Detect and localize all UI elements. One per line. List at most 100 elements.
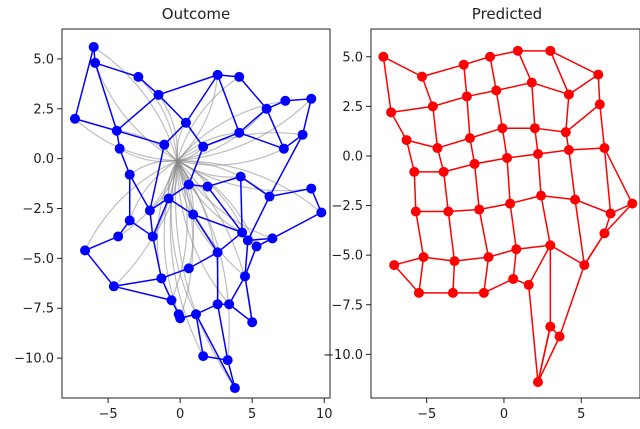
outcome-edge	[206, 186, 243, 233]
outcome-edge	[129, 174, 151, 211]
outcome-point	[212, 69, 223, 80]
predicted-point	[593, 69, 604, 80]
predicted-point	[438, 166, 449, 177]
predicted-edge	[509, 203, 518, 250]
outcome-edge	[113, 285, 172, 301]
outcome-point	[159, 139, 170, 150]
outcome-point	[229, 383, 240, 394]
predicted-edge	[390, 111, 408, 141]
predicted-point	[563, 145, 574, 156]
predicted-edge	[558, 264, 586, 337]
predicted-edge	[489, 56, 497, 91]
predicted-edge	[442, 171, 450, 212]
predicted-point	[447, 287, 458, 298]
outcome-point	[280, 95, 291, 106]
predicted-edge	[432, 106, 439, 149]
outcome-point	[191, 309, 201, 320]
predicted-edge	[583, 232, 606, 266]
predicted-edge	[390, 105, 433, 114]
predicted-point	[389, 260, 400, 271]
trajectory-curve	[94, 62, 178, 162]
predicted-point	[485, 51, 496, 62]
predicted-edge	[537, 153, 542, 196]
predicted-edge	[469, 127, 503, 139]
predicted-point	[579, 260, 590, 271]
trajectory-curve	[137, 76, 178, 161]
predicted-edge	[565, 94, 570, 133]
predicted-edge	[568, 74, 599, 96]
predicted-edge	[501, 128, 508, 159]
outcome-point	[212, 247, 223, 258]
predicted-edge	[537, 336, 561, 383]
outcome-edge	[116, 94, 160, 132]
trajectory-curve	[177, 98, 312, 162]
outcome-point	[180, 117, 191, 128]
outcome-edge	[84, 235, 119, 252]
predicted-point	[401, 135, 412, 146]
outcome-edge	[240, 175, 270, 198]
predicted-edge	[483, 257, 490, 293]
predicted-edge	[478, 209, 490, 258]
trajectory-curve	[177, 148, 285, 166]
outcome-point	[306, 183, 317, 194]
predicted-edge	[432, 95, 468, 108]
predicted-edge	[565, 103, 601, 133]
outcome-edge	[244, 240, 249, 277]
predicted-edge	[531, 82, 536, 129]
outcome-point	[234, 127, 245, 138]
predicted-point	[627, 198, 638, 209]
outcome-title: Outcome	[162, 5, 230, 23]
predicted-point	[386, 107, 397, 118]
predicted-edge	[406, 139, 438, 149]
predicted-point	[599, 228, 610, 239]
outcome-point	[69, 113, 80, 124]
predicted-point	[378, 51, 389, 62]
outcome-point	[198, 351, 209, 362]
outcome-edge	[116, 130, 165, 146]
predicted-point	[449, 256, 460, 267]
outcome-ytick-label: 5.0	[33, 52, 54, 67]
outcome-point	[113, 231, 124, 242]
predicted-point	[560, 127, 571, 138]
outcome-point	[166, 295, 177, 306]
predicted-edge	[540, 194, 576, 201]
predicted-edge	[443, 163, 475, 173]
outcome-point	[222, 355, 233, 366]
outcome-edge	[192, 213, 243, 234]
outcome-point	[264, 191, 275, 202]
outcome-point	[247, 317, 258, 328]
outcome-point	[108, 281, 119, 292]
outcome-edge	[152, 198, 170, 237]
predicted-edge	[413, 171, 417, 212]
predicted-edge	[599, 104, 606, 149]
predicted-point	[502, 152, 513, 163]
predicted-edge	[447, 211, 456, 262]
trajectory-curve	[129, 159, 178, 176]
predicted-point	[511, 244, 522, 255]
predicted-edge	[568, 149, 576, 200]
outcome-point	[261, 103, 272, 114]
outcome-edge	[228, 275, 246, 305]
outcome-point	[316, 207, 327, 218]
trajectory-curve	[84, 160, 178, 251]
outcome-point	[224, 299, 235, 310]
predicted-point	[545, 45, 556, 56]
outcome-edge	[239, 176, 243, 233]
predicted-edge	[393, 264, 420, 294]
outcome-points	[69, 41, 327, 394]
outcome-point	[90, 57, 101, 68]
predicted-edge	[537, 149, 569, 155]
outcome-point	[242, 235, 253, 246]
outcome-point	[175, 313, 186, 324]
predicted-point	[427, 101, 438, 112]
trajectory-curve	[176, 160, 219, 253]
outcome-edge	[74, 118, 117, 132]
predicted-edge	[517, 50, 533, 83]
predicted-edge	[549, 244, 585, 266]
outcome-xtick-label: 10	[316, 407, 333, 422]
predicted-edge	[479, 202, 511, 211]
outcome-ytick-label: −10.0	[14, 352, 54, 367]
trajectory-curve	[119, 148, 178, 163]
predicted-point	[523, 279, 534, 290]
predicted-point	[413, 287, 424, 298]
